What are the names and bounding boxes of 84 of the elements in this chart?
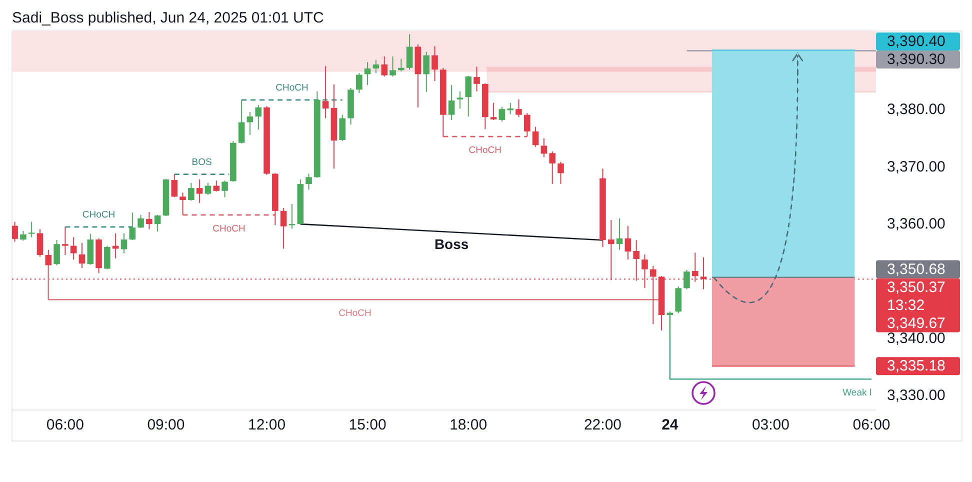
- candlestick: [624, 225, 632, 260]
- candlestick: [138, 214, 144, 229]
- candlestick: [78, 242, 86, 269]
- candlestick: [372, 59, 380, 74]
- candlestick: [222, 180, 228, 198]
- candlestick: [549, 150, 556, 185]
- candlestick: [498, 106, 506, 122]
- x-tick-label: 12:00: [248, 416, 286, 434]
- candlestick: [120, 232, 128, 254]
- candlestick: [364, 62, 371, 86]
- candlestick: [381, 56, 388, 77]
- data-label: 3,390.30: [887, 50, 946, 68]
- candlestick: [171, 174, 178, 198]
- candlestick: [36, 228, 44, 258]
- candlestick: [146, 212, 152, 230]
- series-label: Boss: [434, 236, 469, 252]
- text: 3,335.18: [887, 358, 946, 375]
- y-tick-label: 3,380.00: [887, 101, 946, 118]
- candlestick: [356, 72, 362, 94]
- candlestick: [246, 111, 254, 136]
- candlestick: [20, 230, 26, 242]
- candlestick: [507, 102, 514, 115]
- candlestick: [129, 212, 136, 241]
- candlestick: [322, 66, 329, 119]
- candlestick: [180, 192, 186, 216]
- candlestick: [465, 75, 472, 118]
- candlestick: [339, 114, 346, 142]
- candlestick: [490, 102, 497, 120]
- y-tick-label: 3,360.00: [887, 216, 946, 233]
- y-tick-label: 3,370.00: [887, 158, 946, 176]
- candlestick: [70, 236, 77, 260]
- x-tick-label: 06:00: [46, 416, 84, 434]
- candlestick: [104, 245, 110, 270]
- candlestick: [255, 104, 262, 130]
- candlestick: [62, 226, 68, 256]
- series-label: CHoCH: [82, 209, 116, 220]
- candlestick: [306, 173, 312, 190]
- candlestick: [516, 98, 522, 118]
- candlestick: [12, 221, 18, 242]
- candlestick: [684, 269, 690, 290]
- candlestick: [213, 180, 220, 192]
- series-label: CHoCH: [468, 145, 502, 156]
- candlestick: [456, 90, 464, 110]
- series-label: Weak l: [842, 388, 872, 399]
- chart-title: Sadi_Boss published, Jun 24, 2025 01:01 UTC: [12, 10, 324, 26]
- candlestick: [432, 46, 438, 82]
- series-label: CHoCH: [276, 82, 308, 94]
- series-label: BOS: [192, 156, 212, 168]
- candlestick: [188, 182, 194, 202]
- x-tick-label: 09:00: [147, 416, 185, 434]
- candlestick: [54, 240, 60, 266]
- candlestick: [675, 286, 682, 314]
- candlestick: [45, 249, 52, 266]
- candlestick: [448, 84, 455, 120]
- y-tick-label: 3,330.00: [887, 387, 946, 404]
- candlestick: [474, 66, 480, 92]
- candlestick: [423, 51, 430, 92]
- candlestick: [238, 99, 245, 144]
- x-tick-label: 22:00: [584, 416, 622, 434]
- candlestick: [154, 214, 161, 232]
- series-label: CHoCH: [338, 308, 372, 320]
- candlestick: [524, 112, 530, 138]
- candlestick: [280, 208, 287, 250]
- candlestick: [406, 34, 413, 70]
- candlestick: [616, 218, 623, 250]
- candlestick: [28, 221, 35, 238]
- x-tick-label: 03:00: [752, 416, 790, 434]
- candlestick: [204, 182, 212, 196]
- candlestick: [558, 161, 564, 185]
- candlestick: [532, 126, 539, 148]
- text: 3,350.68: [887, 260, 946, 278]
- candlestick: [390, 56, 396, 77]
- x-tick-label: 06:00: [852, 416, 890, 434]
- ref-line-label: 3,350.37 13:32 3,349.67: [887, 278, 946, 332]
- candlestick: [666, 311, 674, 341]
- candlestick: [540, 138, 548, 158]
- x-tick-label: 15:00: [348, 416, 386, 434]
- x-tick-label: 18:00: [450, 416, 488, 434]
- y-tick-label: 3,340.00: [887, 330, 946, 347]
- text: 3,390.40: [887, 32, 946, 50]
- series-label: CHoCH: [212, 223, 246, 234]
- candlestick: [398, 58, 404, 72]
- candlestick: [196, 178, 203, 204]
- x-tick-label: 24: [662, 416, 679, 434]
